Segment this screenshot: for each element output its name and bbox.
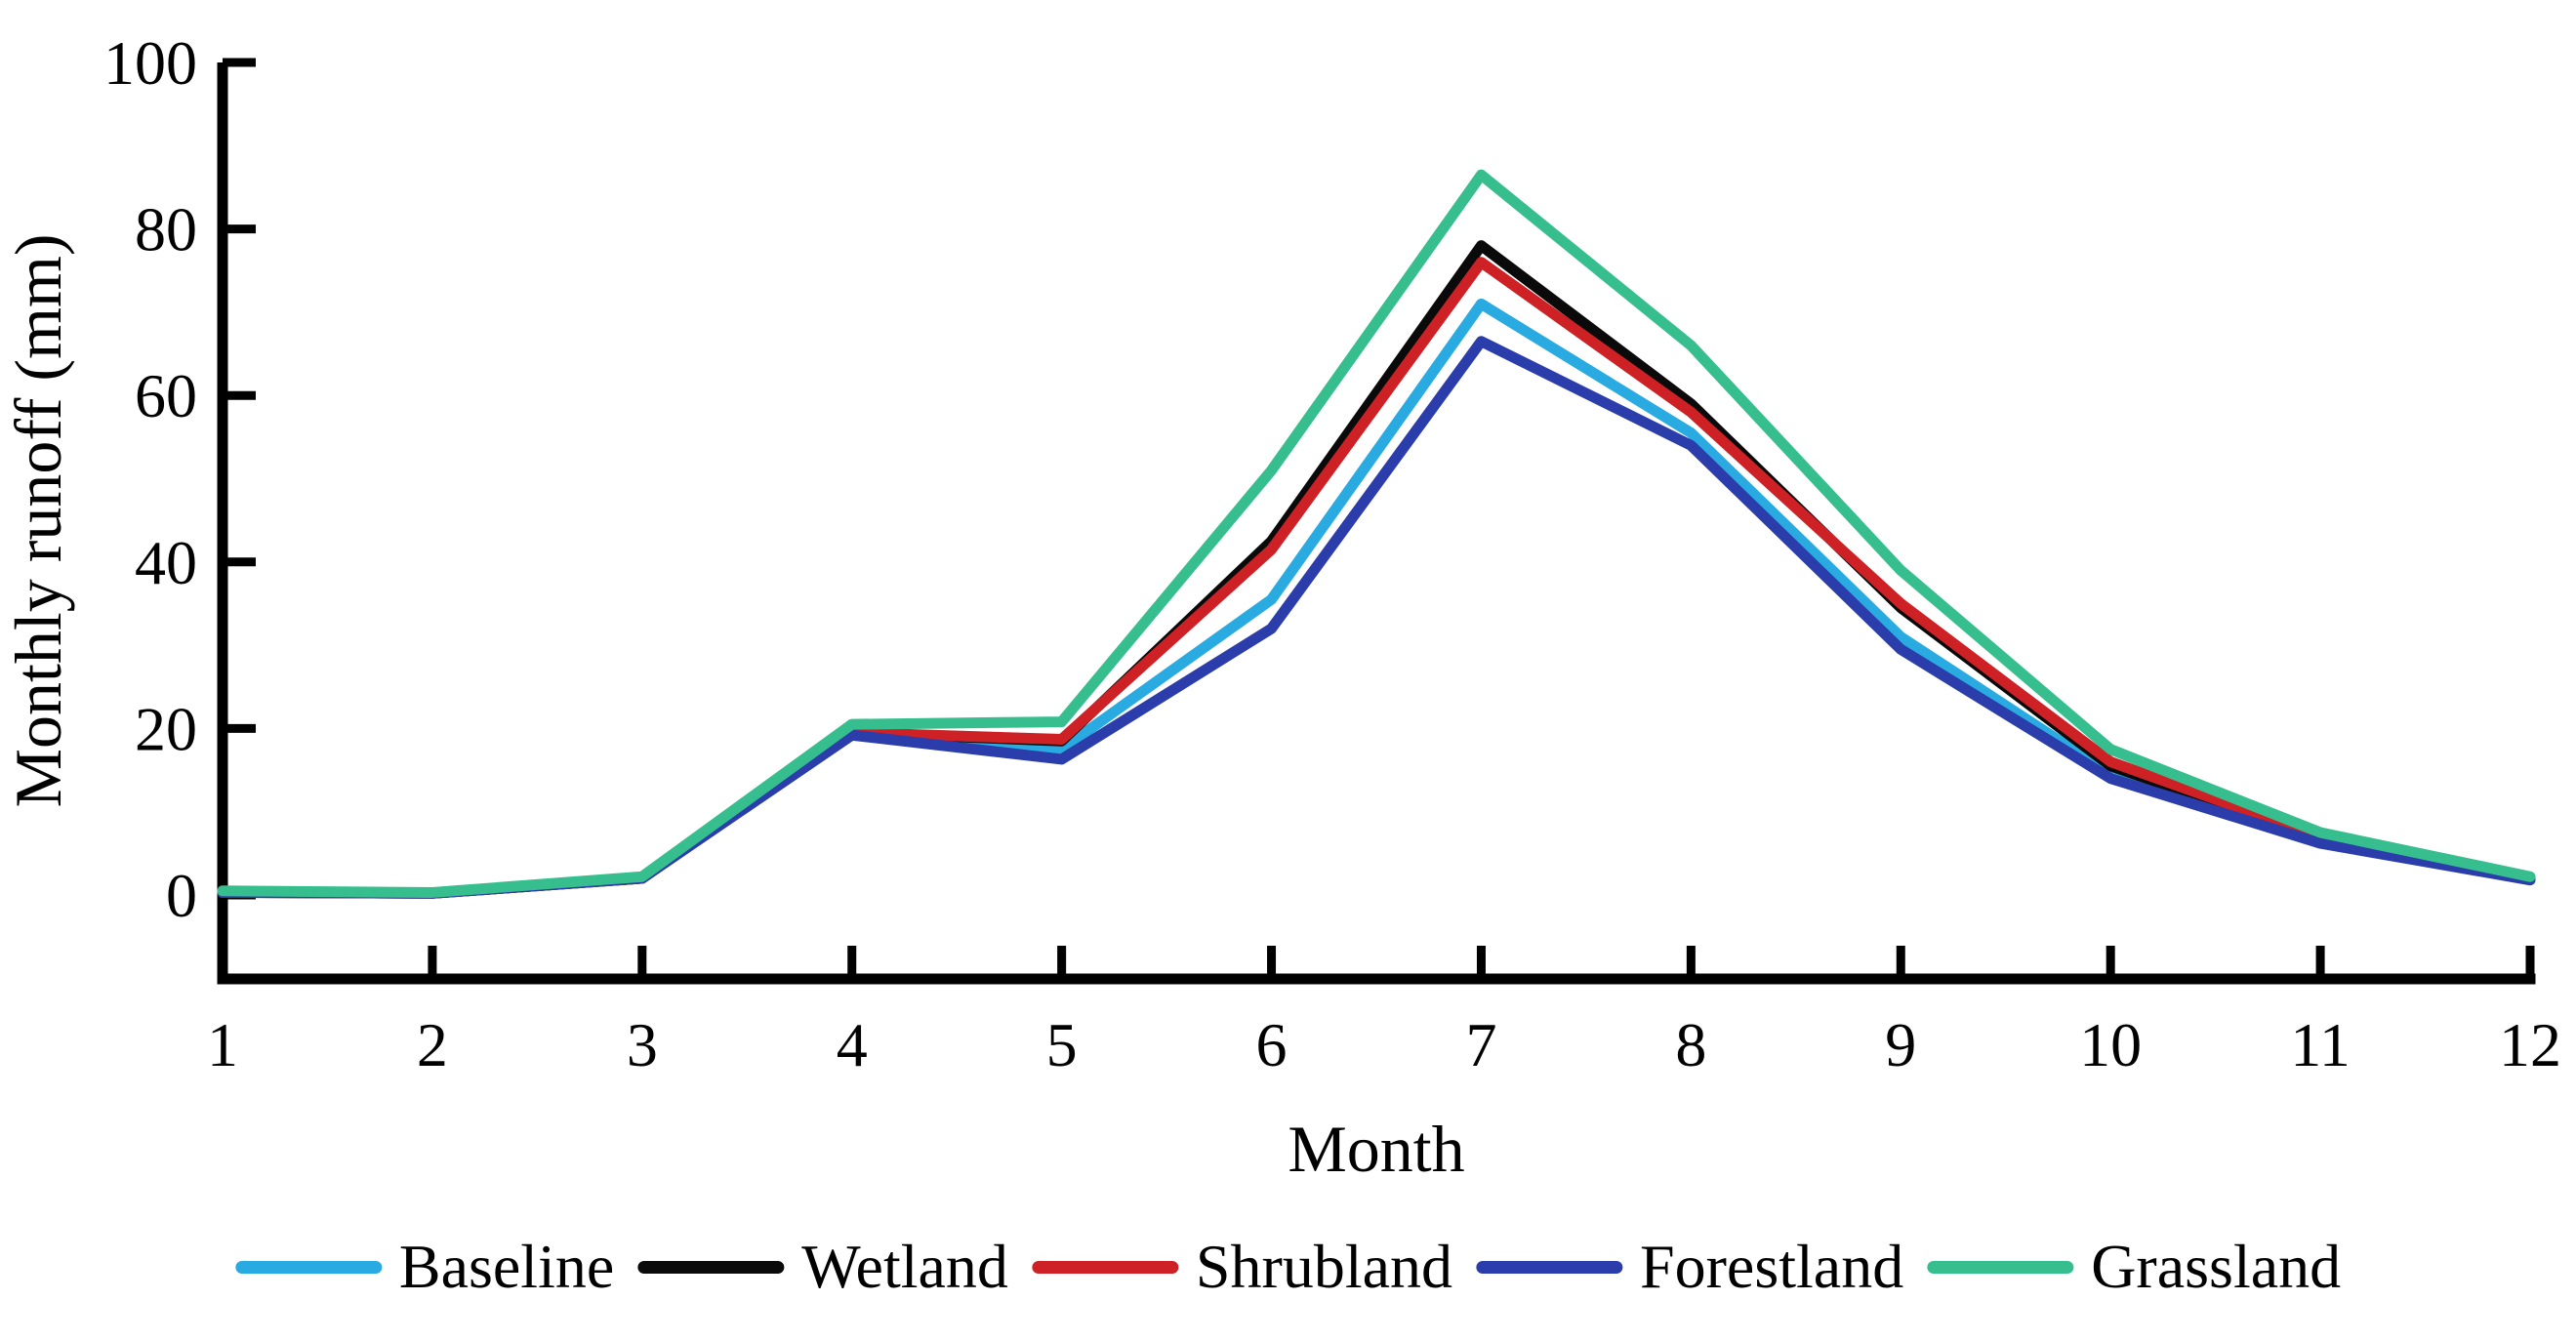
x-tick-label: 6 bbox=[1256, 1010, 1288, 1079]
legend-item-shrubland: Shrubland bbox=[1031, 1232, 1452, 1301]
y-tick-label: 80 bbox=[135, 195, 197, 264]
x-tick-label: 1 bbox=[207, 1010, 238, 1079]
y-tick-label: 60 bbox=[135, 361, 197, 430]
y-tick-label: 40 bbox=[135, 528, 197, 597]
series-line-grassland bbox=[217, 169, 2536, 898]
y-tick-label: 100 bbox=[103, 28, 197, 98]
legend-label: Baseline bbox=[398, 1232, 615, 1301]
legend-swatch-forestland bbox=[1476, 1260, 1622, 1274]
legend-swatch-wetland bbox=[637, 1260, 785, 1274]
x-tick-label: 7 bbox=[1465, 1010, 1496, 1079]
y-axis-title: Monthly runoff (mm) bbox=[1, 233, 75, 807]
x-tick-label: 4 bbox=[837, 1010, 868, 1079]
legend-swatch-baseline bbox=[234, 1260, 382, 1274]
x-tick-label: 9 bbox=[1885, 1010, 1916, 1079]
x-tick-label: 5 bbox=[1046, 1010, 1078, 1079]
legend-label: Forestland bbox=[1640, 1232, 1904, 1301]
legend-label: Shrubland bbox=[1195, 1232, 1452, 1301]
x-tick-label: 10 bbox=[2079, 1010, 2142, 1079]
legend: Baseline Wetland Shrubland Forestland Grassl… bbox=[234, 1228, 2341, 1306]
legend-label: Wetland bbox=[801, 1232, 1008, 1301]
y-tick-label: 0 bbox=[166, 861, 197, 930]
series-line-forestland bbox=[217, 336, 2536, 899]
x-tick-label: 3 bbox=[627, 1010, 658, 1079]
legend-item-baseline: Baseline bbox=[234, 1232, 615, 1301]
legend-item-wetland: Wetland bbox=[637, 1236, 1008, 1298]
x-axis-title: Month bbox=[1288, 1112, 1464, 1186]
legend-swatch-grassland bbox=[1927, 1260, 2074, 1274]
x-tick-label: 8 bbox=[1675, 1010, 1706, 1079]
x-tick-label: 12 bbox=[2499, 1010, 2561, 1079]
legend-item-grassland: Grassland bbox=[1927, 1236, 2341, 1298]
y-tick-label: 20 bbox=[135, 694, 197, 763]
legend-swatch-shrubland bbox=[1031, 1260, 1178, 1274]
legend-label: Grassland bbox=[2091, 1232, 2342, 1301]
legend-item-forestland: Forestland bbox=[1476, 1236, 1903, 1298]
x-tick-label: 11 bbox=[2290, 1010, 2351, 1079]
x-tick-label: 2 bbox=[417, 1010, 448, 1079]
